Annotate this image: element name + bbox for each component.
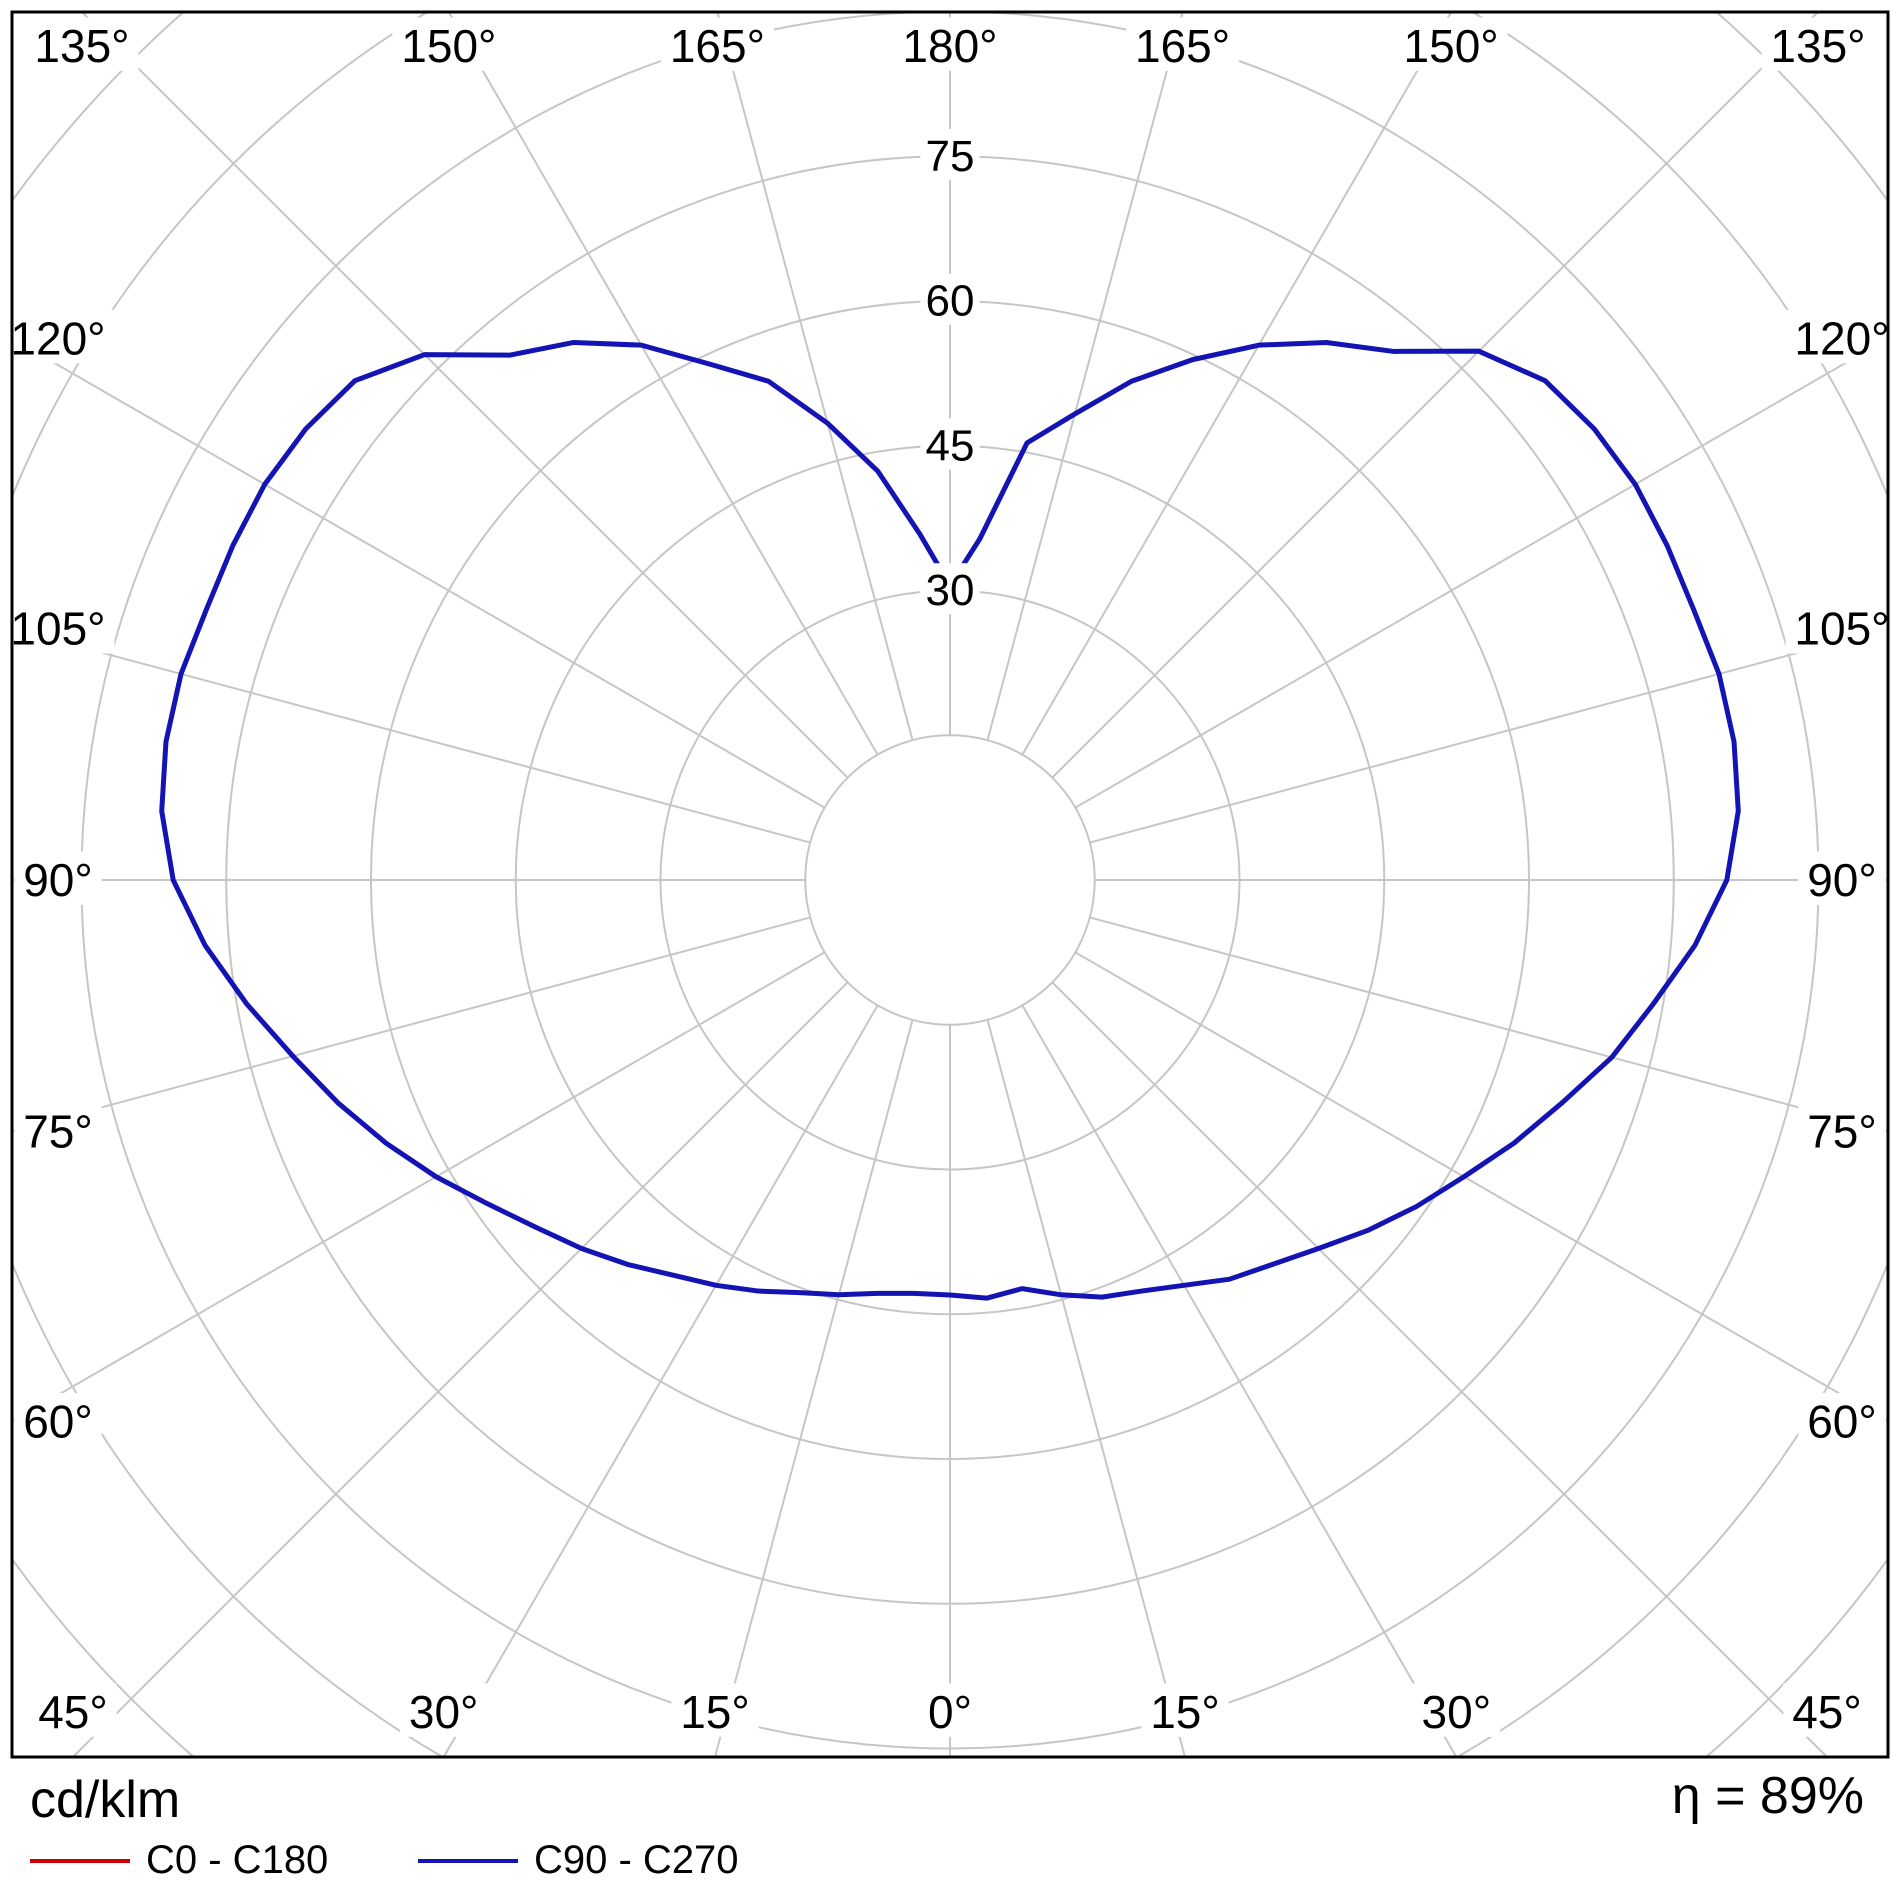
- legend-item-c90-c270: C90 - C270: [418, 1838, 739, 1883]
- curves: [159, 339, 1741, 1301]
- units-label: cd/klm: [30, 1771, 181, 1829]
- angle-label: 180°: [902, 20, 997, 72]
- legend-item-c0-c180: C0 - C180: [30, 1838, 328, 1883]
- angle-label: 120°: [1794, 312, 1889, 364]
- legend-line-c90-c270-icon: [418, 1858, 518, 1863]
- angle-label: 75°: [23, 1105, 93, 1157]
- angle-label: 105°: [10, 603, 105, 655]
- angle-label: 60°: [1807, 1396, 1877, 1448]
- angle-label: 90°: [1807, 854, 1877, 906]
- efficiency-label: η = 89%: [1671, 1767, 1864, 1825]
- axis-labels: 30 45 60 75 0° 15° 15° 30° 30° 45° 45° 60° 60° 75° 75°…: [1, 17, 1899, 1738]
- radial-tick-label: 75: [926, 132, 975, 181]
- angle-label: 165°: [1135, 20, 1230, 72]
- angle-label: 135°: [1770, 20, 1865, 72]
- radial-tick-label: 30: [926, 566, 975, 615]
- angle-label: 45°: [1792, 1686, 1862, 1738]
- angle-label: 30°: [409, 1686, 479, 1738]
- angle-label: 135°: [34, 20, 129, 72]
- angle-label: 0°: [928, 1686, 972, 1738]
- angle-label: 15°: [1150, 1686, 1220, 1738]
- radial-tick-label: 45: [926, 421, 975, 470]
- legend-line-c0-c180-icon: [30, 1858, 130, 1863]
- curve-C90-C270: [159, 339, 1741, 1301]
- legend-label-c90-c270: C90 - C270: [534, 1838, 739, 1882]
- angle-label: 150°: [401, 20, 496, 72]
- legend-label-c0-c180: C0 - C180: [146, 1838, 329, 1882]
- angle-label: 90°: [23, 854, 93, 906]
- plot-border: [10, 10, 1890, 1759]
- angle-label: 150°: [1404, 20, 1499, 72]
- radial-tick-label: 60: [926, 277, 975, 326]
- angle-label: 75°: [1807, 1105, 1877, 1157]
- angle-label: 45°: [38, 1686, 108, 1738]
- angle-label: 105°: [1794, 603, 1889, 655]
- angle-label: 165°: [670, 20, 765, 72]
- angle-label: 15°: [680, 1686, 750, 1738]
- angle-label: 60°: [23, 1396, 93, 1448]
- angle-label: 120°: [10, 312, 105, 364]
- angle-label: 30°: [1422, 1686, 1492, 1738]
